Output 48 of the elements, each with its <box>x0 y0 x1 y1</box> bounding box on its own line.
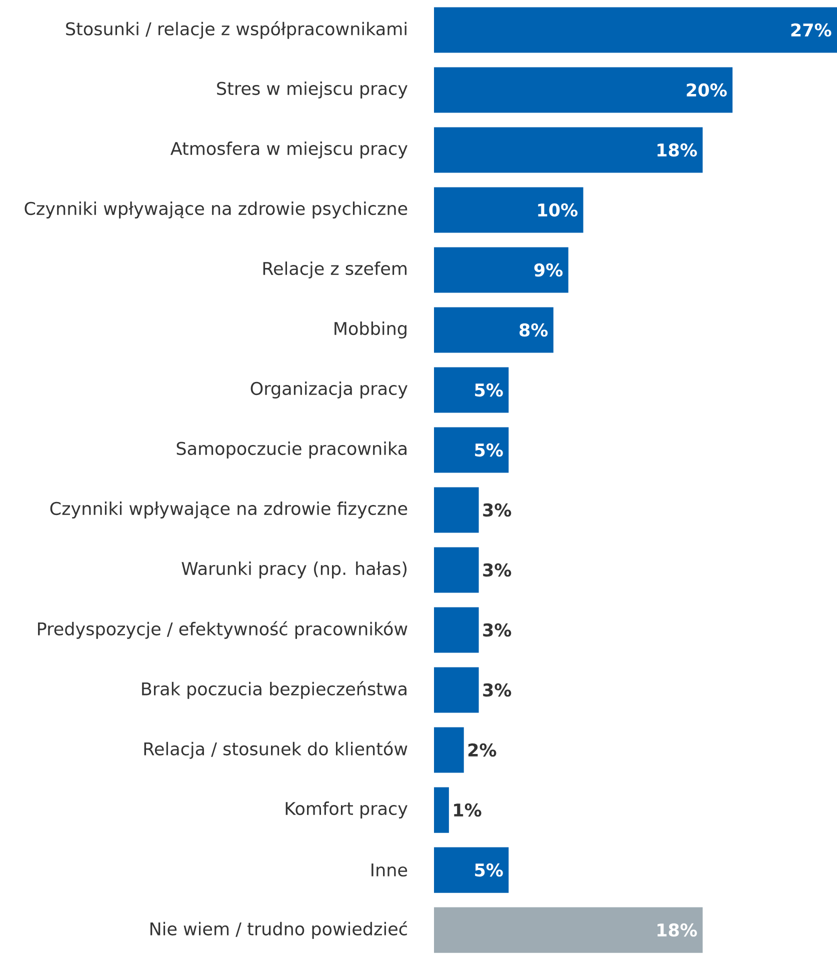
data-label: 3% <box>483 683 512 697</box>
bar <box>434 487 479 533</box>
bar <box>434 247 568 293</box>
data-label: 5% <box>475 383 503 397</box>
data-label: 5% <box>475 443 503 457</box>
data-label: 3% <box>483 503 512 517</box>
y-tick-label: Nie wiem / trudno powiedzieć <box>150 921 407 939</box>
y-tick-label: Czynniki wpływające na zdrowie fizyczne <box>50 502 408 518</box>
y-tick-label: Stres w miejscu pracy <box>217 82 408 98</box>
bar <box>434 727 464 773</box>
bar <box>434 7 837 53</box>
y-tick-label: Atmosfera w miejscu pracy <box>170 142 408 158</box>
bar <box>434 667 479 713</box>
data-label: 5% <box>475 863 503 877</box>
bar <box>434 67 733 113</box>
y-tick-label: Inne <box>372 864 408 877</box>
y-tick-label: Samopoczucie pracownika <box>176 442 406 458</box>
bar <box>434 907 703 953</box>
y-tick-label: Organizacja pracy <box>250 382 408 398</box>
bar <box>434 367 509 413</box>
bar <box>434 187 584 233</box>
data-label: 10% <box>538 203 578 217</box>
y-tick-label: Stosunki / relacje z współpracownikami <box>66 21 406 39</box>
data-label: 3% <box>483 623 512 637</box>
data-label: 3% <box>483 563 512 577</box>
bar <box>434 847 509 893</box>
data-label: 18% <box>658 143 697 157</box>
bar <box>434 307 554 353</box>
y-tick-label: Czynniki wpływające na zdrowie psychiczne <box>24 202 408 218</box>
y-tick-label: Mobbing <box>334 322 406 338</box>
y-tick-label: Komfort pracy <box>286 802 408 818</box>
bar <box>434 427 509 473</box>
y-tick-label: Relacje z szefem <box>263 262 406 278</box>
data-label: 27% <box>791 23 832 37</box>
data-label: 2% <box>468 743 496 757</box>
y-tick-label: Predyspozycje / efektywność pracowników <box>38 621 408 639</box>
bar <box>434 127 703 173</box>
bar <box>434 787 449 833</box>
y-tick-label: Relacja / stosunek do klientów <box>144 741 408 759</box>
y-tick-label: Brak poczucia bezpieczeństwa <box>142 681 406 699</box>
y-tick-label: Warunki pracy (np. hałas) <box>182 562 406 578</box>
data-label: 20% <box>686 83 727 97</box>
data-label: 18% <box>658 923 697 937</box>
bar <box>434 607 479 653</box>
data-label: 8% <box>520 323 548 337</box>
data-label: 9% <box>534 263 563 277</box>
bar <box>434 547 479 593</box>
data-label: 1% <box>454 803 482 817</box>
